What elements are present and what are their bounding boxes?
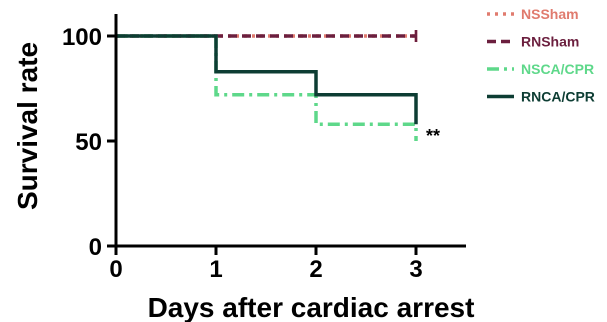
legend: NSSham RNSham NSCA/CPR RNCA/CPR [487,6,595,105]
legend-label-rnsham: RNSham [521,34,579,50]
x-tick-label: 0 [109,256,122,283]
x-tick-label: 1 [209,256,222,283]
series-line-nsca-cpr [116,34,418,141]
axis-ticks: 0 50 100 0 1 2 3 [62,24,423,283]
y-tick-label: 50 [75,129,102,156]
x-tick-label: 3 [409,256,422,283]
x-axis-title: Days after cardiac arrest [148,292,475,322]
y-tick-label: 100 [62,24,102,51]
x-tick-label: 2 [309,256,322,283]
legend-label-nssham: NSSham [521,6,579,22]
y-tick-label: 0 [89,234,102,261]
legend-label-nsca-cpr: NSCA/CPR [521,61,594,77]
significance-annotation: ** [426,126,440,146]
legend-label-rnca-cpr: RNCA/CPR [521,89,595,105]
series-line-rnca-cpr [116,34,418,125]
annotations: ** [426,126,440,146]
plot-lines [116,30,418,141]
y-axis-title: Survival rate [12,42,43,210]
